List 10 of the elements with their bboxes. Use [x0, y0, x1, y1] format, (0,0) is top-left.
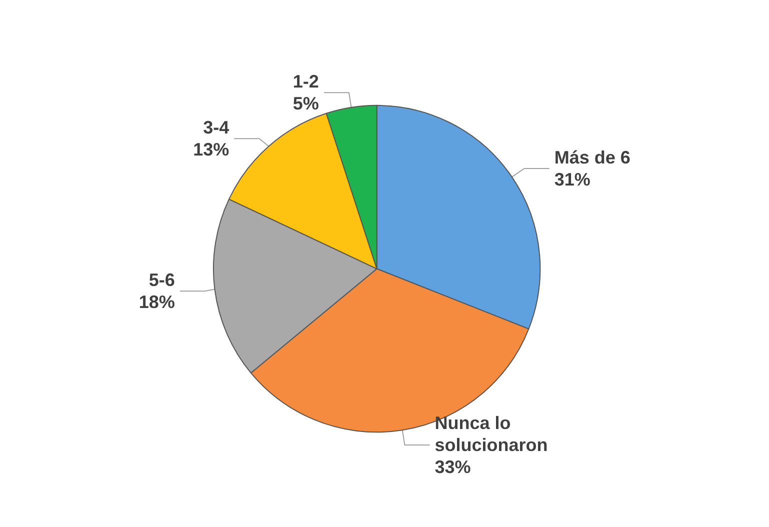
data-label: 33%	[434, 456, 471, 477]
slice-label: Más de 6	[554, 148, 630, 168]
slice-label: Nunca lo solucionaron	[434, 412, 548, 455]
data-label: 13%	[193, 140, 230, 160]
slice-label: 5-6	[148, 270, 175, 290]
slice-label: 1-2	[292, 72, 319, 92]
data-label: 31%	[554, 170, 590, 190]
slice-label: 3-4	[203, 118, 230, 138]
data-label: 18%	[138, 292, 175, 312]
data-label: 5%	[292, 94, 319, 114]
